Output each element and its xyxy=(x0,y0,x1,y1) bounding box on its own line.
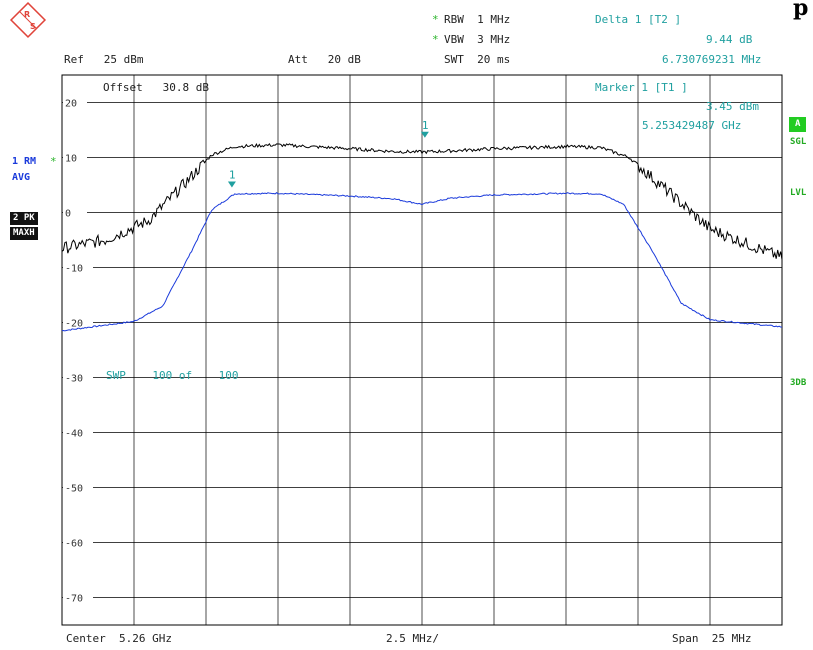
center-frequency-readout: Center 5.26 GHz xyxy=(66,632,172,645)
y-tick-label: -70 xyxy=(65,594,83,605)
rbw-readout: RBW 1 MHz xyxy=(444,13,511,26)
frequency-per-division-readout: 2.5 MHz/ xyxy=(386,632,439,645)
y-tick-label: -30 xyxy=(65,374,83,385)
y-tick-label: -40 xyxy=(65,429,83,440)
tick-label-background xyxy=(63,535,93,549)
trace2-mode-badge: 2 PK xyxy=(10,212,38,225)
ref-level-readout: Ref 25 dBm xyxy=(64,53,144,66)
marker1-frequency: 5.253429487 GHz xyxy=(642,119,742,132)
swt-readout: SWT 20 ms xyxy=(444,53,511,66)
y-tick-label: 0 xyxy=(65,209,71,220)
rbw-star: * xyxy=(432,13,439,26)
tick-label-background xyxy=(63,480,93,494)
span-readout: Span 25 MHz xyxy=(672,632,752,645)
y-tick-label: -10 xyxy=(65,264,83,275)
marker-number-label: 1 xyxy=(422,119,429,132)
trace1-star: * xyxy=(50,155,57,168)
tick-label-background xyxy=(63,425,93,439)
tick-label-background xyxy=(63,205,87,219)
screen-a-badge: A xyxy=(789,117,807,132)
marker-triangle xyxy=(420,131,429,138)
trace2-maxh-badge: MAXH xyxy=(10,227,38,240)
tick-label-background xyxy=(63,150,87,164)
vbw-star: * xyxy=(432,33,439,46)
tick-label-background xyxy=(63,95,87,109)
marker1-label: Marker 1 [T1 ] xyxy=(595,81,688,94)
sgl-label: SGL xyxy=(790,137,807,147)
tick-label-background xyxy=(63,315,93,329)
y-tick-label: 10 xyxy=(65,154,77,165)
tick-label-background xyxy=(63,260,93,274)
marker1-value: 3.45 dBm xyxy=(706,100,759,113)
lvl-label: LVL xyxy=(790,188,807,198)
trace1-line xyxy=(61,192,783,332)
attenuation-readout: Att 20 dB xyxy=(288,53,361,66)
trace1-avg-label: AVG xyxy=(12,172,31,183)
tick-label-background xyxy=(63,590,93,604)
marker-triangle xyxy=(227,181,236,188)
offset-readout: Offset 30.8 dB xyxy=(103,81,209,94)
vbw-readout: VBW 3 MHz xyxy=(444,33,511,46)
trace1-mode-label: 1 RM xyxy=(12,156,37,167)
3db-label: 3DB xyxy=(790,378,807,388)
y-tick-label: -20 xyxy=(65,319,83,330)
delta-marker-label: Delta 1 [T2 ] xyxy=(595,13,682,26)
tick-label-background xyxy=(63,370,93,384)
page-title-fragment: p xyxy=(793,0,809,21)
y-tick-label: -60 xyxy=(65,539,83,550)
trace2-line xyxy=(61,142,783,260)
sweep-count-readout: SWP 100 of 100 xyxy=(106,369,239,382)
marker-number-label: 1 xyxy=(229,169,236,182)
delta-marker-frequency: 6.730769231 MHz xyxy=(662,53,762,66)
y-tick-label: 20 xyxy=(65,99,77,110)
y-tick-label: -50 xyxy=(65,484,83,495)
delta-marker-value: 9.44 dB xyxy=(706,33,753,46)
